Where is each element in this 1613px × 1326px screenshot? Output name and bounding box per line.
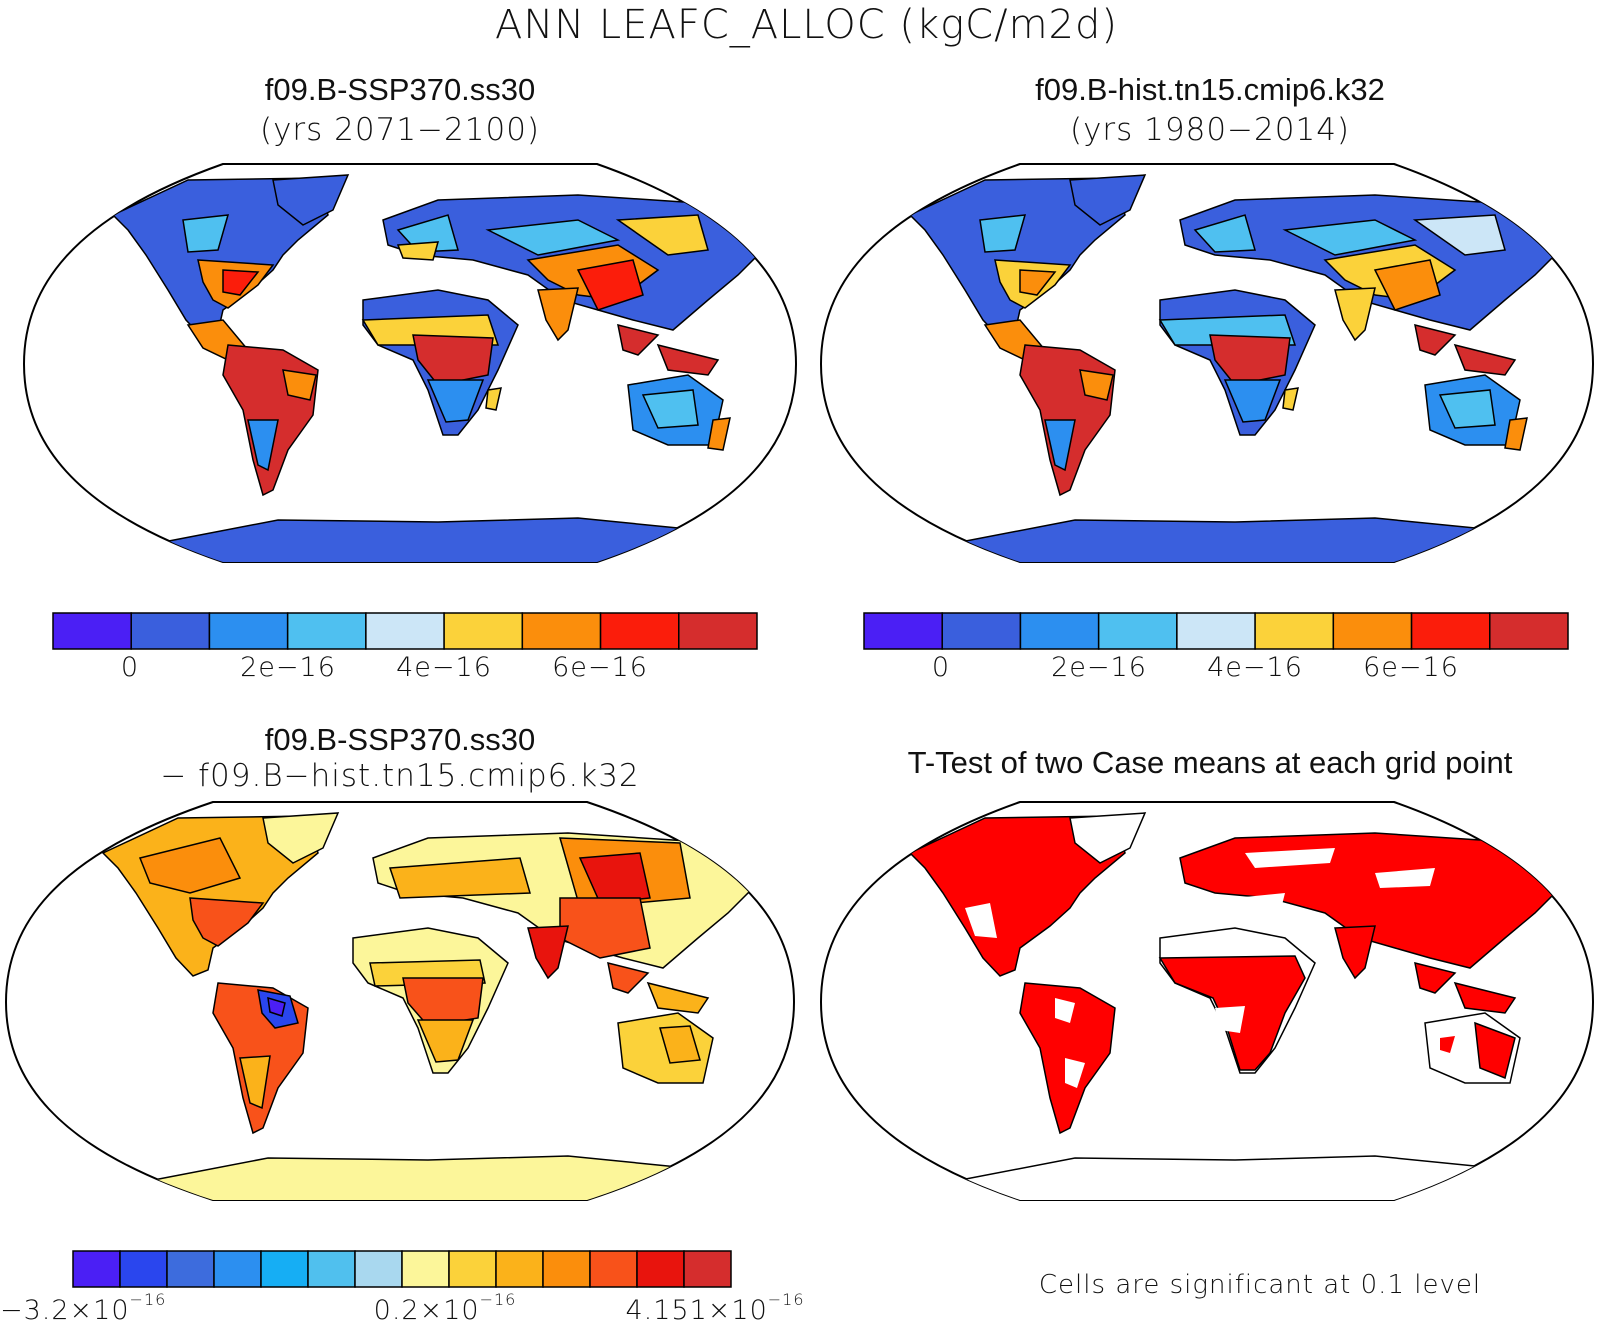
- colorbar-swatch: [599, 612, 680, 650]
- antarctica: [105, 1155, 730, 1200]
- antarctica: [912, 1155, 1537, 1200]
- colorbar-swatch: [119, 1250, 168, 1288]
- antarctica: [115, 517, 740, 562]
- panel-top-right-case: f09.B-hist.tn15.cmip6.k32: [1035, 72, 1385, 107]
- colorbar-swatches: [863, 612, 1569, 650]
- map-bottom-right: [819, 801, 1595, 1201]
- colorbar-top-right-tick-1: 2e−16: [1051, 652, 1147, 683]
- colorbar-swatch: [354, 1250, 403, 1288]
- colorbar-swatch: [286, 612, 367, 650]
- greenland: [272, 174, 350, 226]
- panel-top-left-years: (yrs 2071−2100): [259, 112, 541, 148]
- panel-top-left-case: f09.B-SSP370.ss30: [264, 72, 536, 107]
- map-top-left: [22, 163, 798, 563]
- tick-mantissa: 0.2×10: [373, 1295, 480, 1326]
- colorbar-top-right-tick-0: 0: [931, 652, 951, 683]
- colorbar-top-left-tick-0: 0: [120, 652, 140, 683]
- colorbar-swatch: [72, 1250, 121, 1288]
- tick-exponent: −16: [129, 1290, 167, 1309]
- colorbar-swatch: [52, 612, 132, 650]
- panel-top-right-years: (yrs 1980−2014): [1069, 112, 1351, 148]
- significance-note: Cells are significant at 0.1 level: [1038, 1270, 1482, 1300]
- colorbar-top-right-tick-2: 4e−16: [1207, 652, 1303, 683]
- colorbar-swatch: [1332, 612, 1413, 650]
- greenland: [1069, 812, 1147, 864]
- colorbar-swatch: [1176, 612, 1256, 650]
- panel-bottom-right-title: T-Test of two Case means at each grid po…: [907, 745, 1513, 780]
- colorbar-swatch: [521, 612, 602, 650]
- colorbar-swatch: [589, 1250, 638, 1288]
- colorbar-top-left-tick-3: 6e−16: [552, 652, 648, 683]
- colorbar-swatch: [166, 1250, 215, 1288]
- india: [527, 925, 569, 980]
- colorbar-top-left: [52, 612, 758, 650]
- colorbar-swatch: [636, 1250, 685, 1288]
- colorbar-swatch: [941, 612, 1022, 650]
- figure-title: ANN LEAFC_ALLOC (kgC/m2d): [494, 2, 1118, 48]
- colorbar-difference: [72, 1250, 732, 1288]
- colorbar-swatch: [1254, 612, 1335, 650]
- colorbar-swatch: [683, 1250, 732, 1288]
- india: [537, 287, 579, 342]
- colorbar-swatch: [307, 1250, 356, 1288]
- colorbar-difference-tick-2: 4.151×10−16: [610, 1290, 820, 1326]
- colorbar-swatch: [1489, 612, 1569, 650]
- colorbar-swatch: [365, 612, 445, 650]
- colorbar-difference-tick-0: −3.2×10−16: [0, 1290, 165, 1326]
- colorbar-swatch: [678, 612, 758, 650]
- greenland: [262, 812, 340, 864]
- india: [1334, 925, 1376, 980]
- colorbar-swatches: [52, 612, 758, 650]
- colorbar-swatch: [542, 1250, 591, 1288]
- colorbar-swatch: [260, 1250, 309, 1288]
- colorbar-swatch: [1097, 612, 1178, 650]
- panel-bottom-left-case: f09.B-SSP370.ss30: [264, 722, 536, 757]
- colorbar-swatches: [72, 1250, 732, 1288]
- tick-exponent: −16: [767, 1290, 805, 1309]
- tick-mantissa: 4.151×10: [625, 1295, 768, 1326]
- eurasia-significant: [1179, 832, 1561, 969]
- colorbar-difference-tick-1: 0.2×10−16: [360, 1290, 530, 1326]
- map-top-right: [819, 163, 1595, 563]
- colorbar-swatch: [1410, 612, 1491, 650]
- colorbar-top-left-tick-2: 4e−16: [396, 652, 492, 683]
- colorbar-swatch: [443, 612, 524, 650]
- panel-bottom-left-subtitle: − f09.B−hist.tn15.cmip6.k32: [160, 758, 640, 794]
- colorbar-top-right-tick-3: 6e−16: [1363, 652, 1459, 683]
- south-america-significant: [1019, 982, 1116, 1135]
- tick-exponent: −16: [479, 1290, 517, 1309]
- colorbar-swatch: [863, 612, 943, 650]
- antarctica: [912, 517, 1537, 562]
- tick-mantissa: −3.2×10: [0, 1295, 130, 1326]
- colorbar-swatch: [495, 1250, 544, 1288]
- map-bottom-left: [4, 801, 796, 1201]
- colorbar-swatch: [213, 1250, 262, 1288]
- colorbar-swatch: [401, 1250, 450, 1288]
- india: [1334, 287, 1376, 342]
- colorbar-swatch: [448, 1250, 497, 1288]
- colorbar-swatch: [1019, 612, 1100, 650]
- greenland: [1069, 174, 1147, 226]
- colorbar-swatch: [208, 612, 289, 650]
- colorbar-swatch: [130, 612, 211, 650]
- colorbar-top-left-tick-1: 2e−16: [240, 652, 336, 683]
- colorbar-top-right: [863, 612, 1569, 650]
